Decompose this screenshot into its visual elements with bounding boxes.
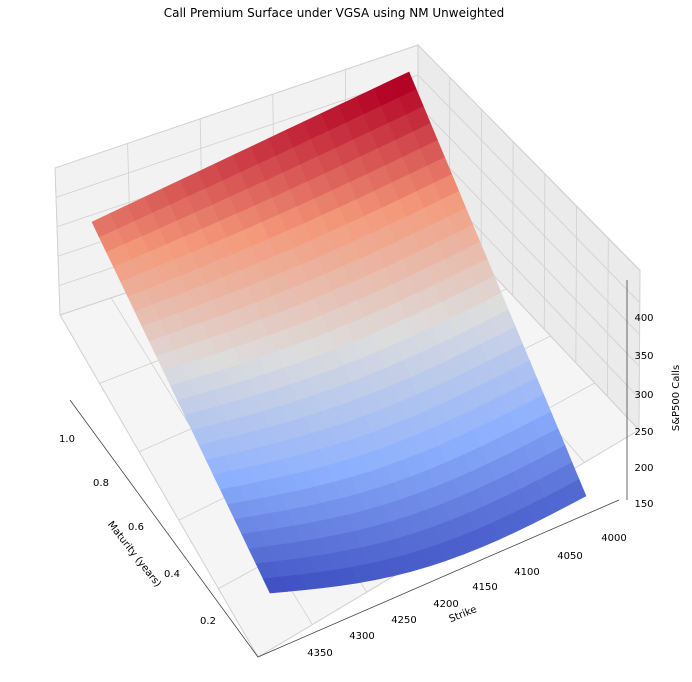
x-tick-label: 4050 — [557, 551, 582, 562]
x-tick-label: 4000 — [601, 533, 626, 544]
y-tick-label: 1.0 — [59, 434, 75, 445]
y-tick-label: 0.8 — [93, 478, 109, 489]
grid-line — [417, 74, 640, 303]
x-axis-line — [257, 499, 620, 658]
grid-line — [59, 314, 259, 658]
surface-patch — [91, 213, 118, 238]
chart-title: Call Premium Surface under VGSA using NM… — [164, 6, 505, 20]
z-tick-label: 300 — [634, 390, 653, 401]
y-tick-label: 0.6 — [128, 522, 144, 533]
z-tick-label: 150 — [634, 499, 653, 510]
z-tick-label: 250 — [634, 427, 653, 438]
grid-line — [54, 167, 61, 316]
x-tick-label: 4300 — [349, 631, 374, 642]
x-tick-label: 4200 — [433, 599, 458, 610]
x-ticks: 4000 4050 4100 4150 4200 4250 4300 4350 — [307, 533, 626, 659]
grid-line — [543, 173, 546, 330]
z-tick-label: 350 — [634, 351, 653, 362]
y-axis-line — [69, 399, 259, 658]
grid-line — [54, 44, 419, 169]
grid-line — [417, 44, 640, 271]
surface — [91, 71, 587, 594]
grid-line — [55, 74, 419, 198]
z-axis-label: S&P500 Calls — [671, 365, 682, 431]
x-tick-label: 4250 — [391, 615, 416, 626]
y-tick-label: 0.2 — [200, 616, 216, 627]
z-tick-label: 400 — [634, 313, 653, 324]
axis-lines — [69, 280, 628, 658]
y-tick-label: 0.4 — [164, 569, 180, 580]
grid-line — [575, 205, 577, 363]
grid-line — [417, 104, 640, 335]
z-ticks: 150 200 250 300 350 400 — [634, 313, 653, 510]
x-tick-label: 4150 — [472, 582, 497, 593]
grid-line — [638, 269, 641, 431]
x-tick-label: 4100 — [514, 567, 539, 578]
y-ticks: 0.2 0.4 0.6 0.8 1.0 — [59, 434, 216, 627]
x-tick-label: 4350 — [307, 648, 332, 659]
z-tick-label: 200 — [634, 463, 653, 474]
grid-line — [417, 134, 640, 367]
grid-line — [607, 237, 609, 397]
